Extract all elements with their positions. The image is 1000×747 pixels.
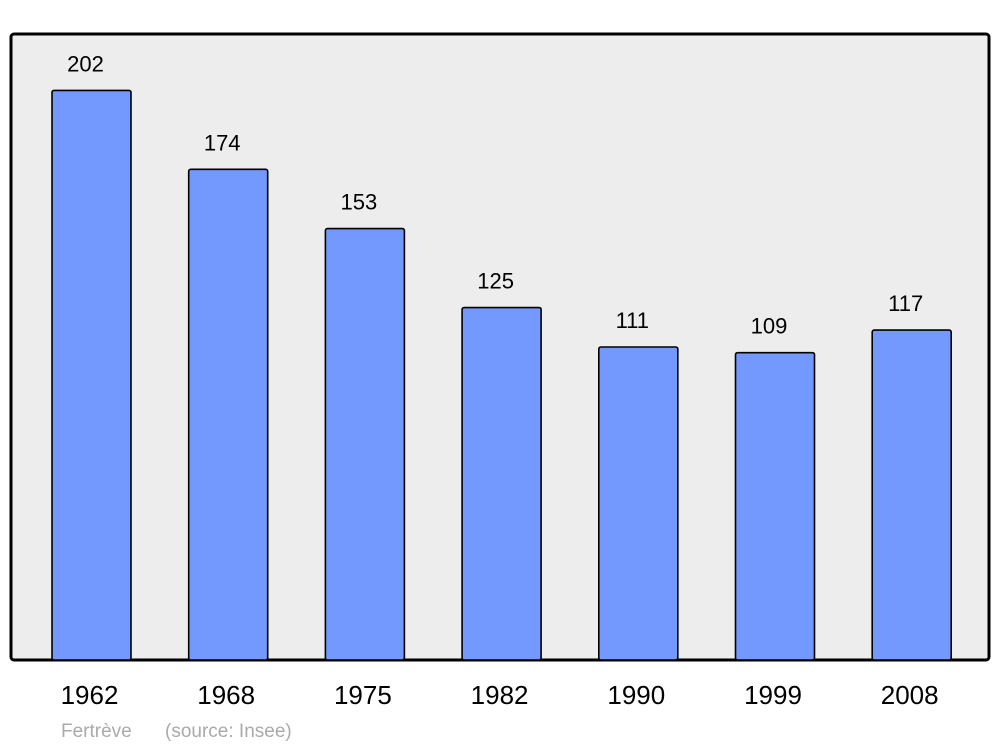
category-label: 1990 [607, 680, 665, 710]
category-label: 1968 [197, 680, 255, 710]
value-label: 117 [888, 291, 923, 316]
bar-1968 [187, 168, 269, 661]
value-label: 109 [751, 314, 788, 339]
category-label: 1962 [61, 680, 119, 710]
bar-1962 [51, 89, 132, 661]
bar-1975 [324, 227, 406, 661]
category-label: 2008 [881, 680, 939, 710]
bar-1990 [597, 346, 679, 661]
bar-1999 [734, 351, 816, 661]
bar-1982 [461, 306, 542, 661]
category-label: 1999 [744, 680, 802, 710]
category-label: 1982 [471, 680, 529, 710]
value-label: 153 [341, 190, 378, 215]
value-label: 111 [616, 308, 649, 333]
value-label: 125 [477, 269, 514, 294]
value-label: 174 [204, 130, 241, 155]
footer-place: Fertrève [61, 721, 132, 742]
footer-source: (source: Insee) [165, 721, 292, 742]
bar-2008 [871, 329, 953, 661]
value-label: 202 [67, 51, 104, 76]
category-label: 1975 [334, 680, 392, 710]
